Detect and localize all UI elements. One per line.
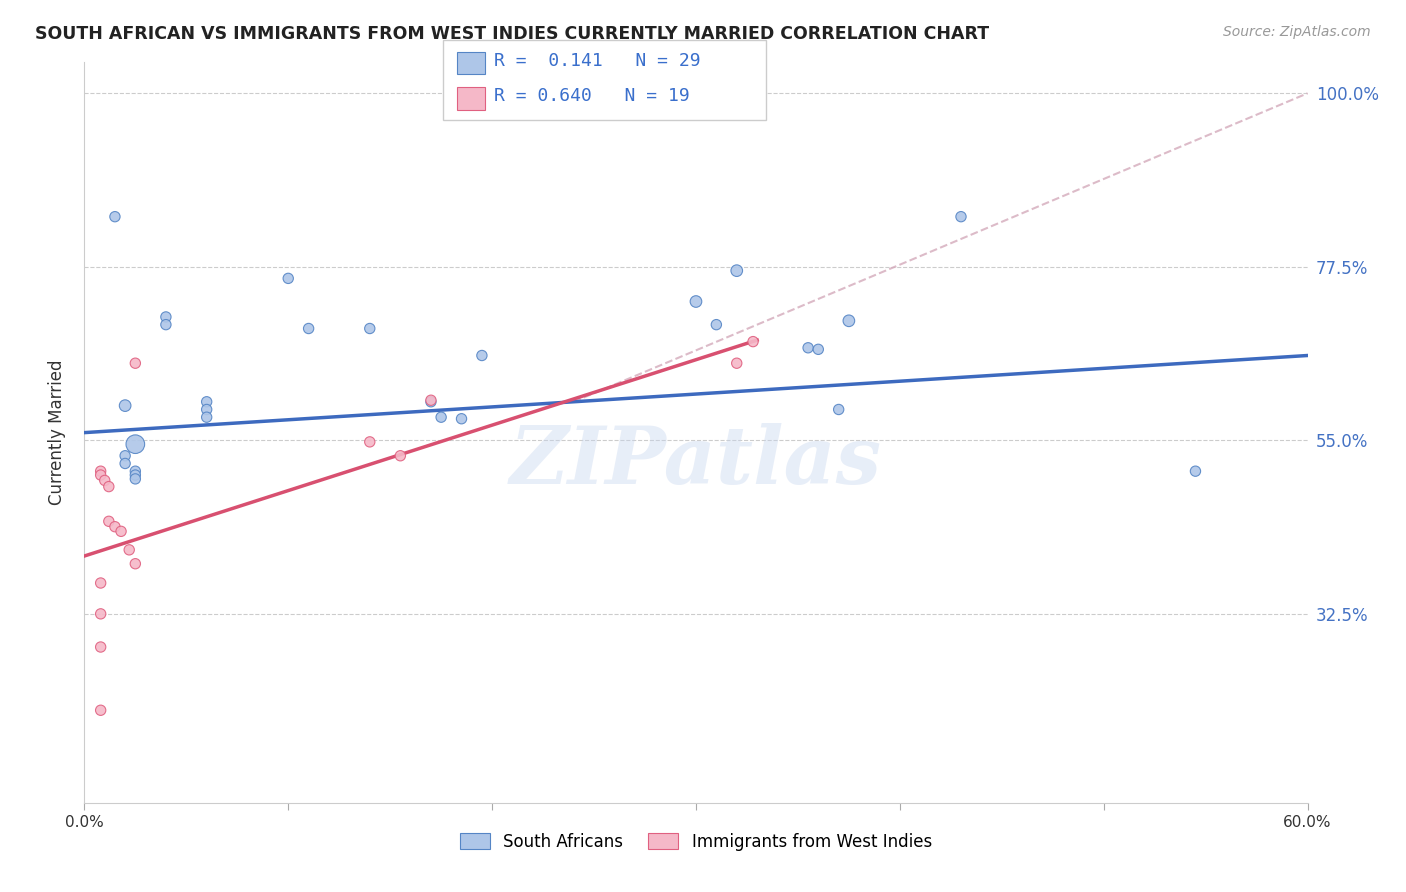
Point <box>359 434 381 449</box>
Point <box>155 310 177 324</box>
Point <box>110 524 132 539</box>
Text: SOUTH AFRICAN VS IMMIGRANTS FROM WEST INDIES CURRENTLY MARRIED CORRELATION CHART: SOUTH AFRICAN VS IMMIGRANTS FROM WEST IN… <box>35 25 990 43</box>
Point <box>124 472 146 486</box>
Point <box>118 542 141 557</box>
Point <box>124 437 146 451</box>
Point <box>298 321 321 335</box>
Point <box>114 399 136 413</box>
Point <box>807 343 830 357</box>
Point <box>155 318 177 332</box>
Text: R = 0.640   N = 19: R = 0.640 N = 19 <box>494 87 689 104</box>
Point <box>97 480 120 494</box>
Point <box>430 410 453 425</box>
Point <box>420 394 443 409</box>
Point <box>450 411 472 425</box>
Point <box>195 394 218 409</box>
Point <box>104 210 127 224</box>
Point <box>90 464 112 478</box>
Point <box>389 449 412 463</box>
Point <box>685 294 707 309</box>
Point <box>471 349 494 363</box>
Point <box>950 210 973 224</box>
Legend: South Africans, Immigrants from West Indies: South Africans, Immigrants from West Ind… <box>453 826 939 857</box>
Point <box>124 356 146 370</box>
Point <box>97 514 120 528</box>
Point <box>195 410 218 425</box>
Point <box>838 314 860 328</box>
Point <box>90 640 112 654</box>
Point <box>104 519 127 533</box>
Point <box>359 321 381 335</box>
Point <box>420 393 443 408</box>
Text: R =  0.141   N = 29: R = 0.141 N = 29 <box>494 52 700 70</box>
Text: ZIPatlas: ZIPatlas <box>510 424 882 501</box>
Point <box>90 703 112 717</box>
Point <box>114 457 136 471</box>
Point <box>725 356 748 370</box>
Y-axis label: Currently Married: Currently Married <box>48 359 66 506</box>
Point <box>90 607 112 621</box>
Point <box>797 341 820 355</box>
Point <box>124 464 146 478</box>
Point <box>725 263 748 277</box>
Point <box>93 474 115 488</box>
Point <box>114 449 136 463</box>
Point <box>124 468 146 483</box>
Point <box>90 468 112 483</box>
Point <box>828 402 851 417</box>
Point <box>124 557 146 571</box>
Text: Source: ZipAtlas.com: Source: ZipAtlas.com <box>1223 25 1371 39</box>
Point <box>742 334 765 349</box>
Point <box>706 318 728 332</box>
Point <box>195 402 218 417</box>
Point <box>1184 464 1206 478</box>
Point <box>277 271 299 285</box>
Point <box>90 576 112 591</box>
